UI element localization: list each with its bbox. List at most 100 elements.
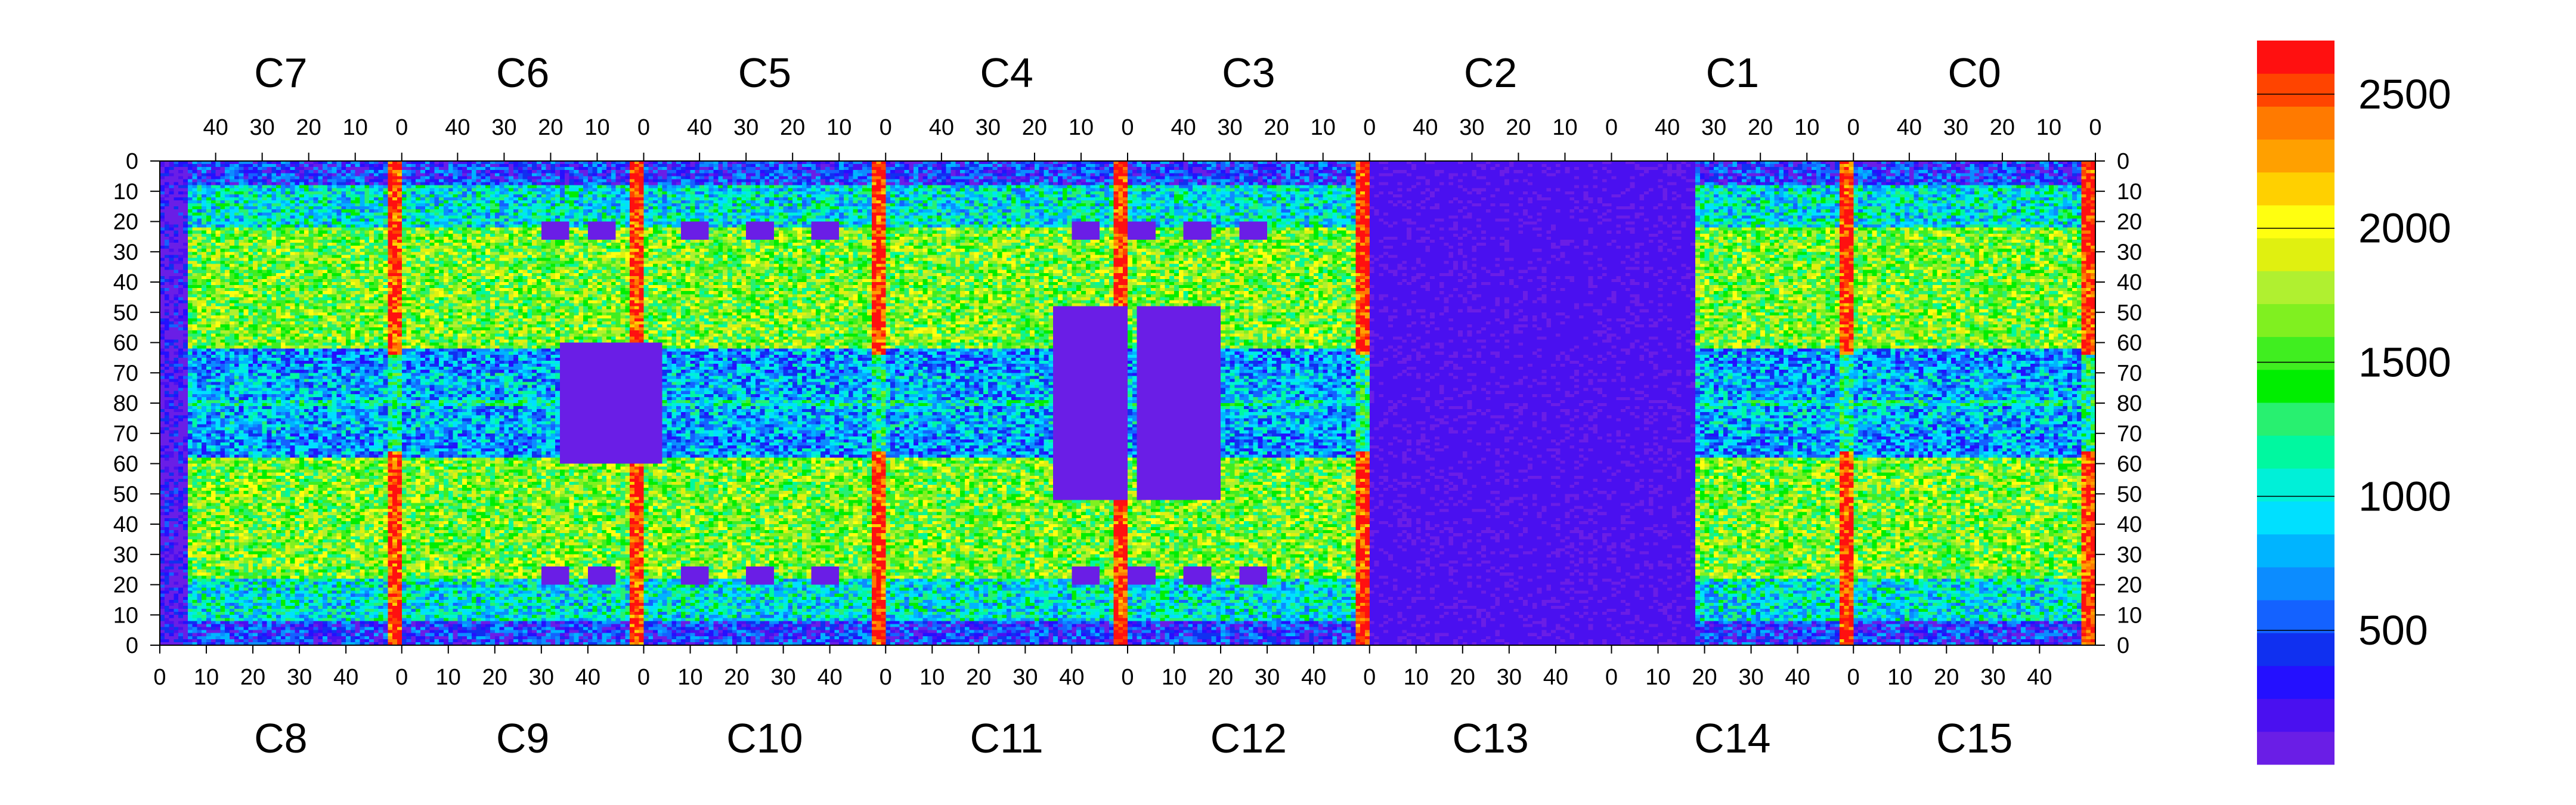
colorbar-segment [2257, 106, 2334, 140]
top-axis-tick-label: 40 [1413, 115, 1438, 140]
bottom-axis-tick-label: 20 [966, 665, 991, 690]
top-axis-tick-label: 40 [445, 115, 470, 140]
bottom-axis-tick-label: 0 [1121, 665, 1134, 690]
heatmap-image [160, 161, 2095, 645]
right-axis-tick-label: 60 [2117, 452, 2142, 477]
right-axis-tick-label: 30 [2117, 543, 2142, 568]
colorbar-segment [2257, 304, 2334, 338]
top-axis-tick-label: 0 [880, 115, 892, 140]
bottom-axis-tick-label: 40 [575, 665, 600, 690]
right-axis-tick-label: 60 [2117, 331, 2142, 356]
left-axis-tick-label: 70 [113, 361, 138, 386]
colorbar-segment [2257, 665, 2334, 699]
bottom-axis-tick-label: 40 [1543, 665, 1568, 690]
colorbar-segment [2257, 73, 2334, 107]
bottom-axis-tick-label: 10 [677, 665, 702, 690]
bottom-axis-tick-label: 30 [1738, 665, 1763, 690]
chip-label-top: C6 [496, 49, 549, 96]
right-axis-tick-label: 40 [2117, 270, 2142, 295]
chip-label-top: C3 [1222, 49, 1275, 96]
bottom-axis-tick-label: 10 [1887, 665, 1912, 690]
colorbar-segment [2257, 238, 2334, 271]
bottom-axis-tick-label: 10 [194, 665, 219, 690]
bottom-axis-tick-label: 40 [1301, 665, 1326, 690]
right-axis-tick-label: 0 [2117, 633, 2129, 658]
top-axis-tick-label: 40 [687, 115, 712, 140]
top-axis-tick-label: 0 [1363, 115, 1376, 140]
chip-label-top: C1 [1706, 49, 1759, 96]
colorbar-segment [2257, 600, 2334, 633]
colorbar-segment [2257, 435, 2334, 469]
left-axis-tick-label: 50 [113, 301, 138, 326]
bottom-axis-tick-label: 0 [1847, 665, 1860, 690]
top-axis-tick-label: 20 [1022, 115, 1047, 140]
chip-label-bottom: C9 [496, 715, 549, 761]
bottom-axis-tick-label: 10 [1404, 665, 1429, 690]
colorbar-segment [2257, 139, 2334, 173]
colorbar-segment [2257, 369, 2334, 403]
top-axis-tick-label: 40 [929, 115, 954, 140]
colorbar-segment [2257, 402, 2334, 436]
left-axis-tick-label: 0 [126, 149, 138, 174]
bottom-axis-tick-label: 0 [637, 665, 650, 690]
bottom-axis-tick-label: 30 [1255, 665, 1280, 690]
chip-label-bottom: C15 [1936, 715, 2012, 761]
bottom-axis-tick-label: 20 [240, 665, 265, 690]
top-axis-tick-label: 30 [1701, 115, 1726, 140]
top-axis-tick-label: 20 [1990, 115, 2015, 140]
colorbar-segment [2257, 566, 2334, 600]
top-axis-tick-label: 20 [1748, 115, 1773, 140]
chip-label-top: C5 [738, 49, 791, 96]
colorbar-tick-label: 500 [2358, 607, 2428, 654]
top-axis-tick-label: 20 [1264, 115, 1289, 140]
top-axis-tick-label: 10 [826, 115, 852, 140]
top-axis-tick-label: 30 [250, 115, 275, 140]
top-axis-tick-label: 40 [1655, 115, 1680, 140]
left-axis-tick-label: 10 [113, 179, 138, 205]
bottom-axis-tick-label: 0 [1605, 665, 1618, 690]
right-axis-tick-label: 50 [2117, 482, 2142, 507]
top-axis-tick-label: 0 [1121, 115, 1134, 140]
top-axis-tick-label: 40 [1897, 115, 1922, 140]
bottom-axis-tick-label: 40 [1059, 665, 1084, 690]
chip-label-top: C0 [1948, 49, 2001, 96]
bottom-axis-tick-label: 0 [395, 665, 408, 690]
chip-label-bottom: C11 [970, 715, 1044, 761]
right-axis-tick-label: 10 [2117, 179, 2142, 205]
bottom-axis-tick-label: 30 [287, 665, 312, 690]
colorbar-tick-label: 1000 [2358, 473, 2451, 519]
colorbar-segment [2257, 172, 2334, 206]
top-axis-tick-label: 0 [2089, 115, 2101, 140]
top-axis-tick-label: 10 [1552, 115, 1577, 140]
bottom-axis-tick-label: 40 [2027, 665, 2052, 690]
top-axis-tick-label: 20 [538, 115, 563, 140]
top-axis-tick-label: 10 [1311, 115, 1336, 140]
colorbar-segment [2257, 205, 2334, 239]
top-axis-tick-label: 30 [1943, 115, 1968, 140]
top-axis-tick-label: 30 [491, 115, 516, 140]
right-axis-tick-label: 80 [2117, 391, 2142, 416]
left-axis-tick-label: 60 [113, 452, 138, 477]
bottom-axis-tick-label: 20 [724, 665, 749, 690]
bottom-axis-tick-label: 10 [1162, 665, 1187, 690]
left-axis-tick-label: 20 [113, 210, 138, 235]
top-axis-tick-label: 30 [1218, 115, 1243, 140]
bottom-axis-tick-label: 10 [919, 665, 945, 690]
right-axis-tick-label: 10 [2117, 603, 2142, 628]
top-axis-tick-label: 30 [733, 115, 758, 140]
chip-label-top: C4 [980, 49, 1033, 96]
top-axis-tick-label: 20 [1506, 115, 1531, 140]
top-axis-tick-label: 10 [1069, 115, 1094, 140]
colorbar-segment [2257, 271, 2334, 304]
bottom-axis-tick-label: 30 [529, 665, 554, 690]
bottom-axis-tick-label: 20 [1208, 665, 1233, 690]
left-axis-tick-label: 40 [113, 270, 138, 295]
colorbar-segment [2257, 534, 2334, 568]
top-axis-tick-label: 30 [976, 115, 1001, 140]
chip-label-bottom: C8 [254, 715, 307, 761]
bottom-axis-tick-label: 30 [1497, 665, 1522, 690]
colorbar-segment [2257, 698, 2334, 732]
colorbar-segment [2257, 633, 2334, 666]
